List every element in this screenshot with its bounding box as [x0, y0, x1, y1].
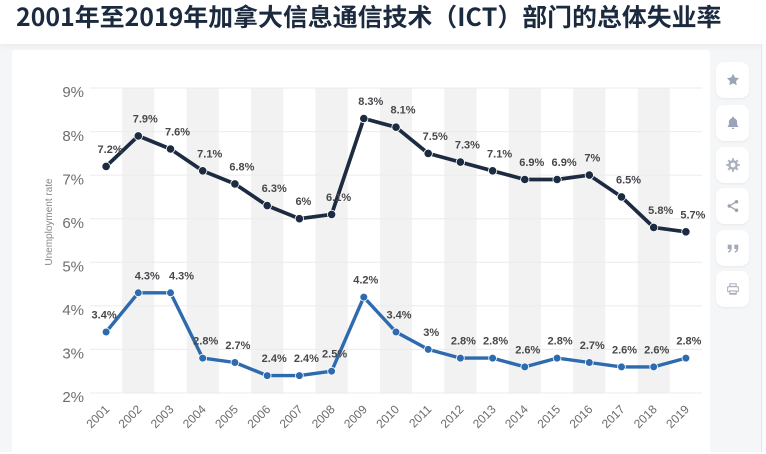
svg-text:2.5%: 2.5%	[322, 349, 347, 361]
svg-text:2.8%: 2.8%	[451, 336, 476, 348]
svg-text:2014: 2014	[502, 402, 531, 431]
svg-text:2.6%: 2.6%	[644, 344, 669, 356]
svg-text:5.7%: 5.7%	[680, 209, 705, 221]
svg-text:2003: 2003	[148, 402, 177, 431]
svg-text:2.6%: 2.6%	[612, 344, 637, 356]
svg-text:3%: 3%	[62, 346, 84, 363]
svg-text:2016: 2016	[567, 402, 596, 431]
svg-text:3%: 3%	[423, 327, 439, 339]
svg-text:2006: 2006	[245, 402, 274, 431]
svg-text:7.3%: 7.3%	[455, 140, 480, 152]
svg-text:2.8%: 2.8%	[193, 336, 218, 348]
svg-text:2012: 2012	[438, 402, 467, 431]
svg-text:2.7%: 2.7%	[225, 340, 250, 352]
svg-text:5%: 5%	[62, 259, 84, 276]
svg-text:4%: 4%	[62, 302, 84, 319]
svg-text:5.8%: 5.8%	[648, 205, 673, 217]
svg-text:2010: 2010	[373, 402, 402, 431]
svg-text:4.2%: 4.2%	[353, 275, 378, 287]
svg-text:8.1%: 8.1%	[390, 105, 415, 117]
svg-text:2.8%: 2.8%	[548, 336, 573, 348]
svg-text:2018: 2018	[631, 402, 660, 431]
svg-text:6.1%: 6.1%	[326, 192, 351, 204]
svg-text:2007: 2007	[277, 402, 306, 431]
svg-text:6.8%: 6.8%	[229, 161, 254, 173]
svg-text:2001: 2001	[83, 402, 112, 431]
svg-text:2017: 2017	[599, 402, 628, 431]
svg-text:7.1%: 7.1%	[197, 148, 222, 160]
svg-text:2%: 2%	[62, 389, 84, 406]
svg-text:4.3%: 4.3%	[169, 270, 194, 282]
svg-text:3.4%: 3.4%	[386, 310, 411, 322]
svg-text:7.6%: 7.6%	[165, 127, 190, 139]
svg-text:2.6%: 2.6%	[515, 344, 540, 356]
svg-text:2011: 2011	[406, 402, 434, 430]
svg-text:6.3%: 6.3%	[262, 183, 287, 195]
svg-text:6%: 6%	[295, 196, 311, 208]
svg-text:8.3%: 8.3%	[358, 96, 383, 108]
svg-text:2.4%: 2.4%	[262, 353, 287, 365]
svg-text:2009: 2009	[341, 402, 370, 431]
svg-text:4.3%: 4.3%	[135, 270, 160, 282]
svg-text:7%: 7%	[584, 153, 600, 165]
svg-text:8%: 8%	[62, 128, 84, 145]
svg-text:9%: 9%	[62, 84, 84, 101]
svg-text:7.9%: 7.9%	[133, 113, 158, 125]
svg-text:6%: 6%	[62, 215, 84, 232]
svg-text:6.9%: 6.9%	[552, 157, 577, 169]
svg-text:2013: 2013	[470, 402, 499, 431]
svg-text:7.2%: 7.2%	[98, 144, 123, 156]
svg-text:2.8%: 2.8%	[483, 336, 508, 348]
svg-text:3.4%: 3.4%	[92, 310, 117, 322]
svg-text:2.7%: 2.7%	[580, 340, 605, 352]
svg-text:7.1%: 7.1%	[487, 148, 512, 160]
svg-text:2005: 2005	[212, 402, 241, 431]
svg-text:7%: 7%	[62, 171, 84, 188]
svg-text:2019: 2019	[663, 402, 692, 431]
svg-text:2015: 2015	[534, 402, 563, 431]
svg-text:2002: 2002	[116, 402, 145, 431]
svg-text:6.5%: 6.5%	[616, 174, 641, 186]
svg-text:2.4%: 2.4%	[294, 353, 319, 365]
svg-text:2008: 2008	[309, 402, 338, 431]
svg-text:2.8%: 2.8%	[676, 336, 701, 348]
svg-text:7.5%: 7.5%	[423, 131, 448, 143]
svg-text:Unemployment rate: Unemployment rate	[44, 178, 55, 266]
svg-text:2004: 2004	[180, 402, 209, 431]
svg-text:6.9%: 6.9%	[519, 157, 544, 169]
